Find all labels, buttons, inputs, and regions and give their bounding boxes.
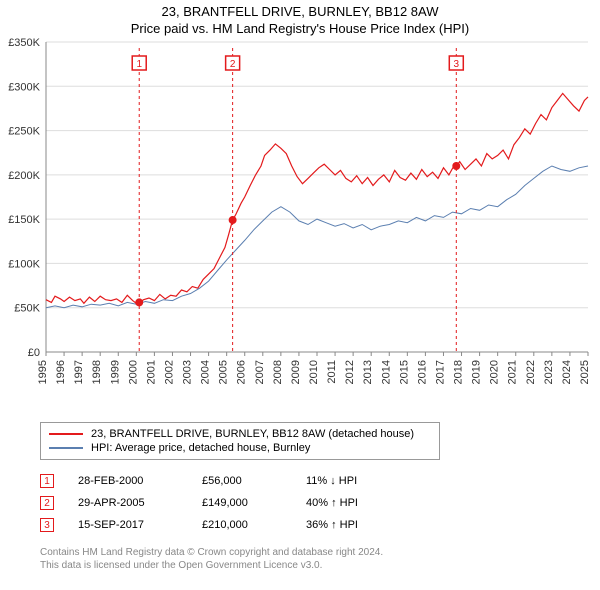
svg-text:2013: 2013: [362, 360, 374, 384]
svg-text:2017: 2017: [434, 360, 446, 384]
legend-swatch: [49, 447, 83, 449]
event-row-1: 1 28-FEB-2000 £56,000 11% ↓ HPI: [40, 470, 600, 492]
svg-text:2022: 2022: [525, 360, 537, 384]
svg-text:1995: 1995: [37, 360, 49, 384]
svg-text:2025: 2025: [579, 360, 591, 384]
chart-area: £0 £50K £100K £150K £200K £250K £300K £350K 1995…: [0, 36, 600, 416]
svg-text:2008: 2008: [272, 360, 284, 384]
legend-box: 23, BRANTFELL DRIVE, BURNLEY, BB12 8AW (…: [40, 422, 440, 460]
svg-text:£350K: £350K: [8, 37, 40, 49]
svg-text:2006: 2006: [236, 360, 248, 384]
svg-text:2024: 2024: [561, 360, 573, 384]
svg-text:£100K: £100K: [8, 258, 40, 270]
footer-attribution: Contains HM Land Registry data © Crown c…: [40, 546, 600, 572]
event-marker-icon: 2: [40, 496, 54, 510]
svg-text:2007: 2007: [254, 360, 266, 384]
svg-text:£150K: £150K: [8, 214, 40, 226]
svg-text:2010: 2010: [308, 360, 320, 384]
svg-text:3: 3: [454, 59, 460, 70]
svg-text:2000: 2000: [127, 360, 139, 384]
svg-text:2012: 2012: [344, 360, 356, 384]
footer-line2: This data is licensed under the Open Gov…: [40, 559, 600, 572]
svg-text:2011: 2011: [326, 360, 338, 384]
legend-label: HPI: Average price, detached house, Burn…: [91, 442, 310, 454]
svg-text:£200K: £200K: [8, 170, 40, 182]
svg-text:1999: 1999: [109, 360, 121, 384]
svg-text:2004: 2004: [200, 360, 212, 384]
svg-text:2014: 2014: [380, 360, 392, 384]
svg-text:1996: 1996: [55, 360, 67, 384]
chart-svg: £0 £50K £100K £150K £200K £250K £300K £350K 1995…: [0, 36, 600, 416]
legend-swatch: [49, 433, 83, 435]
event-point-2: [229, 216, 237, 224]
event-price: £56,000: [202, 475, 282, 487]
chart-title-subtitle: Price paid vs. HM Land Registry's House …: [0, 21, 600, 36]
legend-row-0: 23, BRANTFELL DRIVE, BURNLEY, BB12 8AW (…: [49, 427, 431, 441]
svg-text:2021: 2021: [507, 360, 519, 384]
event-point-1: [135, 298, 143, 306]
event-marker-icon: 1: [40, 474, 54, 488]
event-price: £210,000: [202, 519, 282, 531]
svg-text:2020: 2020: [489, 360, 501, 384]
legend-row-1: HPI: Average price, detached house, Burn…: [49, 441, 431, 455]
svg-text:2019: 2019: [471, 360, 483, 384]
svg-text:£0: £0: [28, 347, 40, 359]
event-point-3: [452, 162, 460, 170]
legend-label: 23, BRANTFELL DRIVE, BURNLEY, BB12 8AW (…: [91, 428, 414, 440]
event-hpi: 36% ↑ HPI: [306, 519, 406, 531]
svg-text:2009: 2009: [290, 360, 302, 384]
svg-text:2016: 2016: [416, 360, 428, 384]
svg-text:2: 2: [230, 59, 236, 70]
svg-text:2023: 2023: [543, 360, 555, 384]
svg-text:2018: 2018: [453, 360, 465, 384]
svg-text:2005: 2005: [218, 360, 230, 384]
event-row-2: 2 29-APR-2005 £149,000 40% ↑ HPI: [40, 492, 600, 514]
svg-text:£50K: £50K: [14, 303, 40, 315]
event-hpi: 40% ↑ HPI: [306, 497, 406, 509]
svg-text:1997: 1997: [73, 360, 85, 384]
svg-text:2001: 2001: [145, 360, 157, 384]
event-date: 29-APR-2005: [78, 497, 178, 509]
event-date: 15-SEP-2017: [78, 519, 178, 531]
event-date: 28-FEB-2000: [78, 475, 178, 487]
svg-text:1: 1: [136, 59, 142, 70]
svg-text:£250K: £250K: [8, 126, 40, 138]
footer-line1: Contains HM Land Registry data © Crown c…: [40, 546, 600, 559]
svg-text:1998: 1998: [91, 360, 103, 384]
chart-title-address: 23, BRANTFELL DRIVE, BURNLEY, BB12 8AW: [0, 4, 600, 19]
event-hpi: 11% ↓ HPI: [306, 475, 406, 487]
event-marker-icon: 3: [40, 518, 54, 532]
events-table: 1 28-FEB-2000 £56,000 11% ↓ HPI 2 29-APR-2005…: [40, 470, 600, 536]
svg-text:2002: 2002: [163, 360, 175, 384]
event-row-3: 3 15-SEP-2017 £210,000 36% ↑ HPI: [40, 514, 600, 536]
event-price: £149,000: [202, 497, 282, 509]
svg-text:2003: 2003: [182, 360, 194, 384]
svg-text:2015: 2015: [398, 360, 410, 384]
svg-text:£300K: £300K: [8, 81, 40, 93]
